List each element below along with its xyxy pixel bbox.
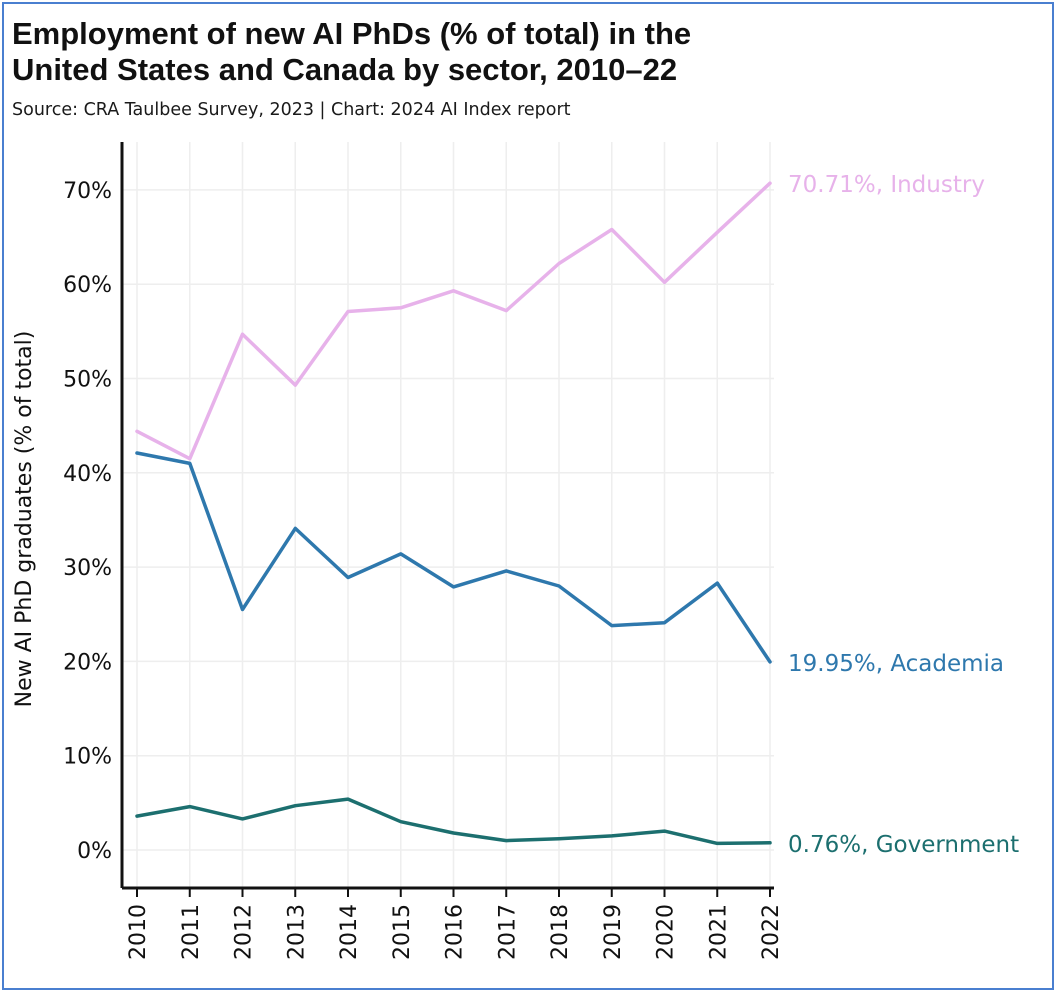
x-tick-label: 2016: [443, 904, 468, 960]
gridlines: [122, 142, 774, 888]
chart-title: Employment of new AI PhDs (% of total) i…: [12, 16, 1012, 88]
y-tick-label: 0%: [77, 839, 112, 864]
y-tick-label: 40%: [63, 462, 112, 487]
y-tick-label: 50%: [63, 368, 112, 393]
x-tick-label: 2011: [179, 904, 204, 960]
axes: 0% 10% 20% 30% 40% 50% 60% 70% 2010 2011 2012 2013 2…: [63, 142, 784, 960]
chart-title-line-2: United States and Canada by sector, 2010…: [12, 52, 678, 87]
x-tick-label: 2021: [706, 904, 731, 960]
end-label-academia: 19.95%, Academia: [788, 651, 1004, 677]
series-line-academia: [135, 451, 772, 664]
x-tick-label: 2015: [390, 904, 415, 960]
x-tick-label: 2012: [232, 904, 257, 960]
y-tick-label: 10%: [63, 745, 112, 770]
series-end-labels: 70.71%, Industry 19.95%, Academia 0.76%, G…: [788, 172, 1019, 858]
y-tick-label: 30%: [63, 556, 112, 581]
x-tick-label: 2010: [126, 904, 151, 960]
y-tick-label: 60%: [63, 273, 112, 298]
x-tick-label: 2022: [759, 904, 784, 960]
chart-title-line-1: Employment of new AI PhDs (% of total) i…: [12, 16, 692, 51]
y-tick-label: 20%: [63, 650, 112, 675]
x-tick-label: 2017: [495, 904, 520, 960]
series-line-government: [135, 797, 772, 846]
x-tick-label: 2018: [548, 904, 573, 960]
chart-subtitle: Source: CRA Taulbee Survey, 2023 | Chart…: [12, 100, 571, 120]
end-label-industry: 70.71%, Industry: [788, 172, 985, 198]
end-label-government: 0.76%, Government: [788, 832, 1019, 858]
y-tick-label: 70%: [63, 179, 112, 204]
x-tick-label: 2014: [337, 904, 362, 960]
series-line-industry: [135, 181, 772, 461]
x-tick-label: 2019: [601, 904, 626, 960]
series-lines: [135, 181, 772, 846]
x-tick-label: 2020: [654, 904, 679, 960]
x-tick-label: 2013: [284, 904, 309, 960]
line-chart: 0% 10% 20% 30% 40% 50% 60% 70% 2010 2011 2012 2013 2…: [12, 142, 1019, 960]
y-axis-label: New AI PhD graduates (% of total): [12, 331, 37, 708]
